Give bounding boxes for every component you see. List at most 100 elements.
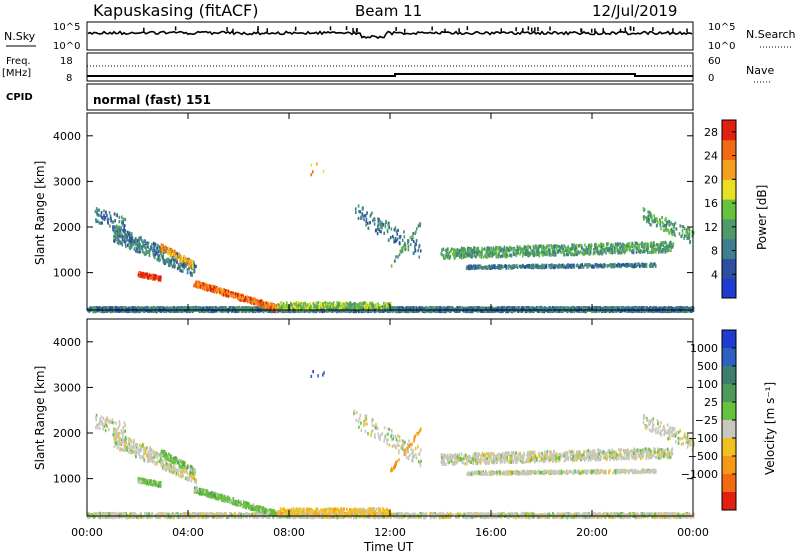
range-cell — [489, 309, 491, 314]
range-cell — [618, 309, 621, 313]
range-cell — [621, 309, 624, 313]
range-cell — [190, 271, 193, 275]
range-cell — [656, 309, 658, 313]
range-cell — [371, 309, 374, 313]
range-cell — [547, 309, 549, 313]
range-cell — [670, 309, 672, 313]
range-cell — [395, 306, 397, 310]
range-cell — [613, 309, 615, 313]
range-cell — [510, 309, 513, 313]
noise-spike — [294, 26, 297, 31]
range-cell — [454, 309, 457, 313]
range-cell — [156, 258, 158, 262]
range-cell — [119, 309, 122, 313]
range-cell — [560, 309, 563, 313]
range-cell — [532, 306, 534, 310]
range-cell — [204, 309, 206, 313]
range-cell — [432, 309, 434, 313]
range-cell — [204, 306, 207, 310]
freq-panel-frame — [86, 52, 694, 82]
range-cell — [216, 309, 219, 313]
range-cell — [611, 309, 613, 313]
range-cell — [227, 310, 229, 314]
noise-tick-bottom-right: 10^0 — [708, 41, 735, 52]
range-cell — [207, 307, 210, 311]
range-cell — [138, 309, 141, 313]
range-cell — [458, 307, 461, 311]
range-cell — [205, 306, 208, 310]
range-cell — [638, 306, 641, 310]
range-cell — [280, 309, 283, 314]
range-cell — [671, 309, 673, 313]
range-cell — [621, 306, 623, 310]
range-cell — [402, 306, 404, 310]
noise-spike — [466, 26, 469, 31]
range-cell — [690, 307, 692, 311]
range-cell — [435, 309, 438, 313]
range-cell — [169, 306, 172, 310]
range-cell — [407, 306, 409, 310]
range-cell — [594, 307, 596, 311]
range-cell — [403, 309, 405, 313]
range-cell — [676, 307, 678, 311]
range-cell — [686, 309, 689, 313]
range-cell — [287, 309, 289, 313]
range-cell — [379, 309, 381, 313]
range-cell — [396, 307, 398, 311]
range-cell — [474, 306, 476, 310]
range-cell — [536, 307, 539, 311]
noise-sky-trace — [87, 30, 693, 40]
beam-title: Beam 11 — [355, 2, 422, 20]
noise-spike — [395, 26, 397, 31]
range-cell — [582, 306, 584, 310]
range-cell — [136, 247, 138, 251]
range-cell — [681, 306, 683, 310]
range-cell — [152, 309, 155, 313]
range-cell — [355, 309, 357, 314]
range-cell — [620, 309, 622, 313]
range-cell — [194, 305, 196, 310]
range-cell — [604, 306, 606, 310]
range-cell — [98, 306, 101, 310]
range-cell — [395, 309, 397, 314]
range-cell — [238, 307, 241, 311]
range-cell — [136, 306, 139, 310]
range-cell — [363, 309, 366, 313]
range-cell — [107, 307, 110, 311]
range-cell — [102, 310, 104, 314]
range-cell — [633, 307, 635, 311]
range-cell — [390, 307, 393, 311]
range-cell — [403, 307, 406, 311]
range-cell — [202, 307, 204, 311]
range-cell — [665, 306, 667, 310]
range-cell — [406, 306, 408, 310]
range-cell — [236, 306, 238, 310]
range-cell — [685, 307, 687, 311]
range-cell — [152, 249, 154, 253]
range-cell — [251, 309, 254, 313]
range-cell — [405, 309, 407, 313]
range-cell — [147, 241, 150, 245]
noise-spike — [431, 26, 433, 31]
range-cell — [646, 306, 648, 310]
range-cell — [443, 306, 445, 310]
range-cell — [122, 309, 124, 313]
range-cell — [515, 306, 518, 310]
range-cell — [191, 307, 193, 311]
range-cell — [667, 309, 670, 313]
range-cell — [259, 306, 262, 311]
range-cell — [440, 306, 443, 310]
noise-tick-bottom-left: 10^0 — [53, 41, 80, 52]
cpid-value: normal (fast) 151 — [93, 93, 211, 107]
range-cell — [184, 309, 186, 313]
range-cell — [140, 307, 143, 311]
range-cell — [449, 306, 452, 310]
range-cell — [382, 309, 385, 313]
freq-label: Freq. — [6, 56, 31, 67]
range-cell — [177, 309, 180, 313]
range-cell — [108, 306, 110, 310]
range-cell — [254, 306, 256, 310]
range-cell — [437, 309, 440, 313]
range-cell — [415, 306, 418, 310]
range-cell — [448, 306, 450, 310]
